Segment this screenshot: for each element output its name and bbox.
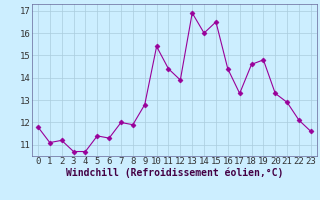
X-axis label: Windchill (Refroidissement éolien,°C): Windchill (Refroidissement éolien,°C) [66, 168, 283, 178]
